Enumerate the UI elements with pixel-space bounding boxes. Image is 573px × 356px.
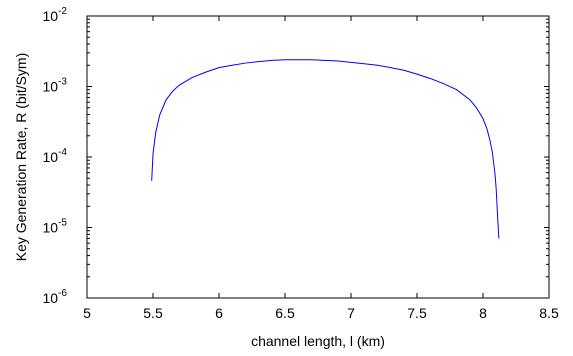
x-tick-label: 5 (83, 305, 91, 321)
y-axis-title: Key Generation Rate, R (bit/Sym) (13, 53, 29, 262)
y-tick-label: 10-3 (43, 77, 68, 95)
x-tick-label: 6 (215, 305, 223, 321)
plot-area (87, 16, 549, 298)
x-tick-label: 7 (347, 305, 355, 321)
y-tick-label: 10-6 (43, 288, 68, 306)
y-tick-label: 10-4 (43, 147, 68, 165)
x-tick-labels: 5 5.5 6 6.5 7 7.5 8 8.5 (83, 305, 559, 321)
series-line (151, 59, 500, 239)
x-tick-label: 6.5 (275, 305, 295, 321)
x-tick-label: 8.5 (539, 305, 559, 321)
y-tick-labels: 10-6 10-5 10-4 10-3 10-2 (43, 6, 68, 306)
axes-box (86, 15, 550, 299)
x-tick-label: 7.5 (407, 305, 427, 321)
x-axis-title: channel length, l (km) (251, 333, 385, 349)
x-tick-label: 5.5 (143, 305, 163, 321)
x-tick-label: 8 (479, 305, 487, 321)
y-tick-label: 10-5 (43, 218, 68, 236)
y-tick-label: 10-2 (43, 6, 68, 24)
